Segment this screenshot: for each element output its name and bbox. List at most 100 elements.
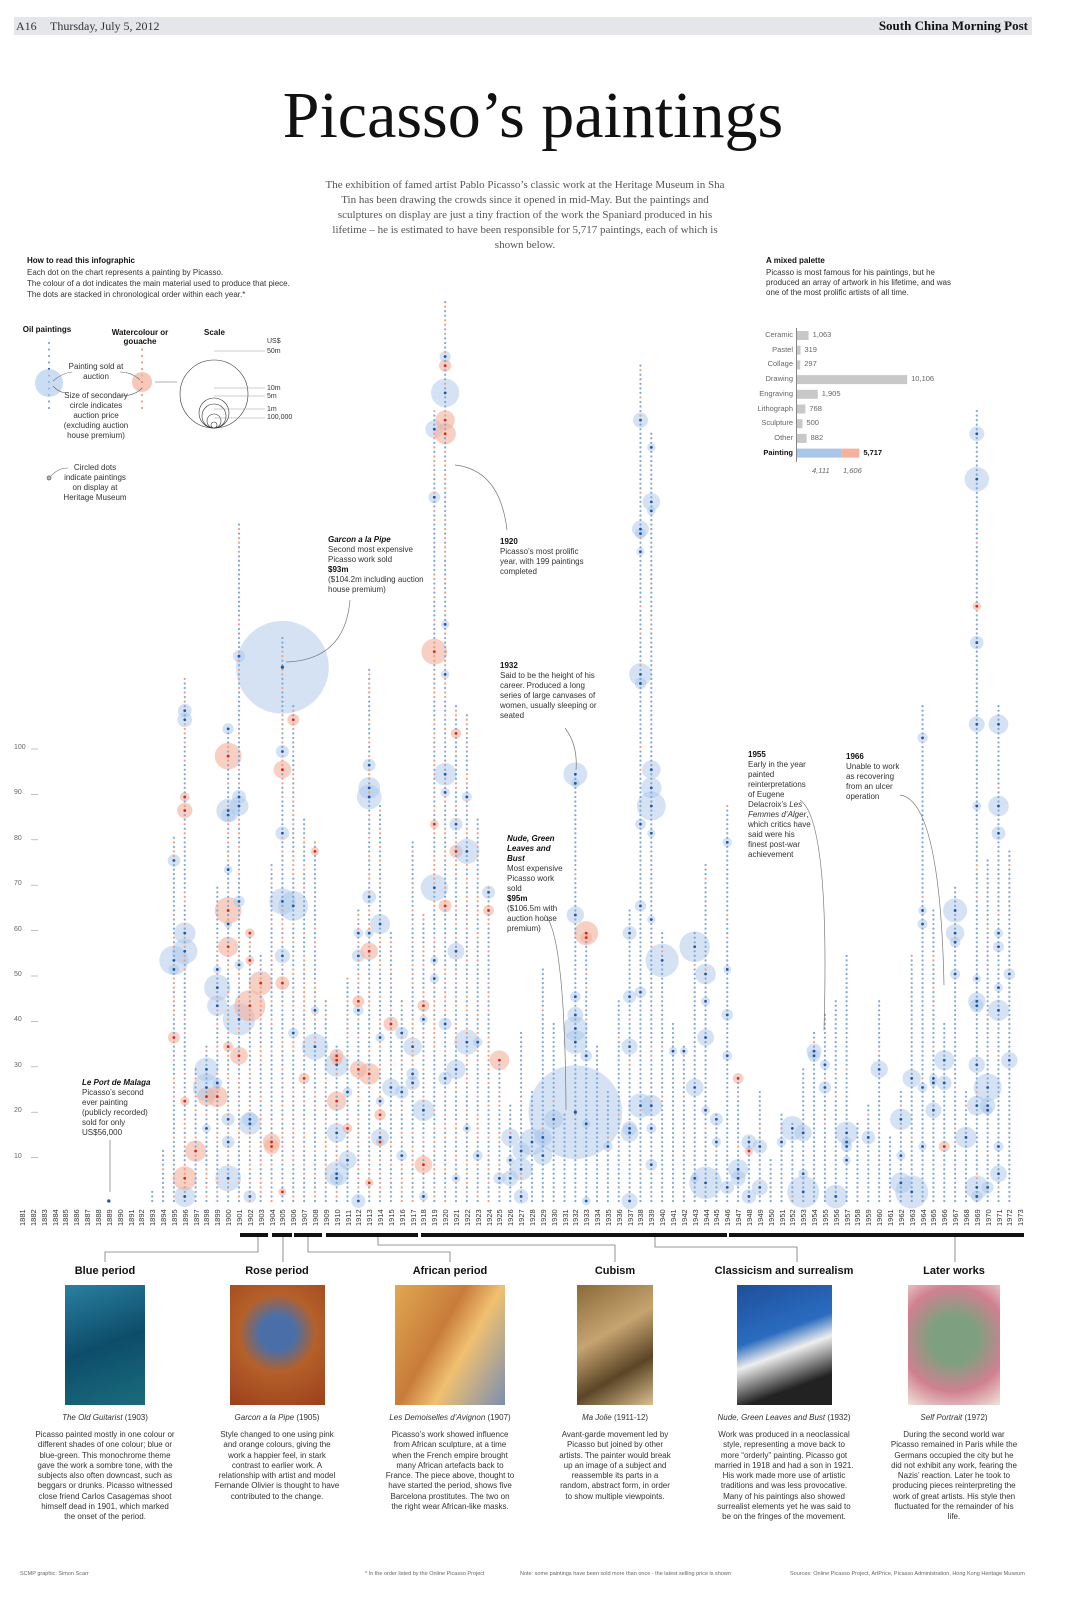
oil-painting-dot xyxy=(725,1054,729,1058)
oil-painting-dot xyxy=(161,1159,165,1162)
watercolour-painting-dot xyxy=(454,818,458,821)
oil-painting-dot xyxy=(878,1031,881,1035)
oil-painting-dot xyxy=(574,1186,577,1189)
watercolour-painting-dot xyxy=(389,1140,392,1144)
oil-painting-dot xyxy=(737,1109,740,1112)
oil-painting-dot xyxy=(704,1163,707,1166)
oil-painting-dot xyxy=(259,1195,262,1198)
watercolour-painting-dot xyxy=(378,1159,382,1162)
oil-painting-dot xyxy=(172,950,175,953)
watercolour-painting-dot xyxy=(465,1131,468,1134)
oil-painting-dot xyxy=(433,555,436,558)
oil-painting-dot xyxy=(921,791,924,794)
oil-painting-dot xyxy=(834,1013,837,1016)
oil-painting-dot xyxy=(313,886,317,889)
oil-painting-dot xyxy=(649,1126,653,1130)
oil-painting-dot xyxy=(954,1004,957,1007)
oil-painting-dot xyxy=(693,1199,696,1203)
oil-painting-dot xyxy=(237,904,241,908)
watercolour-painting-dot xyxy=(465,1072,468,1075)
oil-painting-dot xyxy=(650,668,653,671)
oil-painting-dot xyxy=(270,1009,273,1012)
oil-painting-dot xyxy=(574,963,577,967)
oil-painting-dot xyxy=(628,1163,631,1166)
oil-painting-dot xyxy=(878,1136,881,1139)
oil-painting-dot xyxy=(509,1181,512,1184)
oil-painting-dot xyxy=(737,1140,740,1144)
oil-painting-dot xyxy=(823,1195,827,1198)
watercolour-painting-dot xyxy=(281,754,284,758)
oil-painting-dot xyxy=(433,700,436,703)
oil-painting-dot xyxy=(954,1041,957,1044)
watercolour-painting-dot xyxy=(465,981,468,985)
oil-painting-dot xyxy=(574,1154,577,1157)
oil-painting-dot xyxy=(313,977,317,980)
oil-painting-dot xyxy=(324,1068,327,1071)
oil-painting-dot xyxy=(368,986,371,989)
oil-painting-dot xyxy=(845,1000,848,1003)
oil-painting-dot xyxy=(834,1163,837,1166)
oil-painting-dot xyxy=(346,1118,349,1121)
watercolour-painting-dot xyxy=(465,1027,468,1030)
oil-painting-dot xyxy=(661,1054,664,1057)
oil-painting-dot xyxy=(693,1176,697,1180)
oil-painting-dot xyxy=(964,1127,968,1130)
watercolour-painting-dot xyxy=(921,741,924,744)
oil-painting-dot xyxy=(954,981,957,985)
oil-painting-dot xyxy=(270,1027,273,1030)
oil-painting-dot xyxy=(444,891,447,894)
watercolour-painting-dot xyxy=(433,759,436,762)
oil-painting-dot xyxy=(444,1140,447,1144)
oil-painting-dot xyxy=(574,859,577,862)
oil-painting-dot xyxy=(172,904,175,908)
oil-painting-dot xyxy=(661,995,664,998)
oil-painting-dot xyxy=(704,1149,707,1153)
oil-painting-dot xyxy=(639,496,642,499)
watercolour-painting-dot xyxy=(281,650,284,653)
oil-painting-dot xyxy=(726,1009,729,1012)
oil-painting-dot xyxy=(943,1077,946,1080)
oil-painting-dot xyxy=(237,891,241,894)
watercolour-painting-dot xyxy=(237,650,241,653)
oil-painting-dot xyxy=(910,1090,913,1094)
oil-painting-dot xyxy=(476,823,479,826)
oil-painting-dot xyxy=(943,1140,946,1144)
watercolour-painting-dot xyxy=(737,1145,740,1148)
oil-painting-dot xyxy=(585,1154,588,1157)
oil-painting-dot xyxy=(639,527,642,531)
oil-painting-dot xyxy=(726,1109,729,1112)
oil-painting-dot xyxy=(726,1177,729,1180)
oil-painting-dot xyxy=(726,1000,729,1003)
oil-painting-dot xyxy=(227,850,230,853)
oil-painting-dot xyxy=(172,1104,175,1107)
watercolour-painting-dot xyxy=(357,1122,360,1125)
oil-painting-dot xyxy=(324,1172,327,1175)
oil-painting-dot xyxy=(574,836,577,839)
oil-painting-dot xyxy=(465,1086,468,1089)
oil-painting-dot xyxy=(650,922,653,926)
oil-painting-dot xyxy=(910,1072,913,1075)
oil-painting-dot xyxy=(411,1045,414,1049)
oil-painting-dot xyxy=(444,564,447,567)
oil-painting-dot xyxy=(465,727,468,730)
oil-painting-dot xyxy=(541,986,544,989)
oil-painting-dot xyxy=(357,936,360,939)
oil-painting-dot xyxy=(661,1031,664,1035)
oil-painting-dot xyxy=(281,1095,284,1098)
oil-painting-dot xyxy=(248,1195,252,1198)
oil-painting-dot xyxy=(834,1159,837,1162)
watercolour-painting-dot xyxy=(237,823,241,826)
oil-painting-dot xyxy=(465,1145,468,1148)
oil-painting-dot xyxy=(823,1050,827,1053)
oil-painting-dot xyxy=(595,1181,599,1184)
oil-painting-dot xyxy=(368,732,371,735)
watercolour-painting-dot xyxy=(465,927,468,930)
oil-painting-dot xyxy=(433,1095,436,1098)
watercolour-painting-dot xyxy=(172,850,175,853)
oil-painting-dot xyxy=(791,1136,794,1139)
oil-painting-dot xyxy=(281,827,284,830)
watercolour-painting-dot xyxy=(205,1113,208,1116)
oil-painting-dot xyxy=(389,1149,392,1153)
oil-painting-dot xyxy=(530,1177,534,1180)
oil-painting-dot xyxy=(921,959,924,962)
